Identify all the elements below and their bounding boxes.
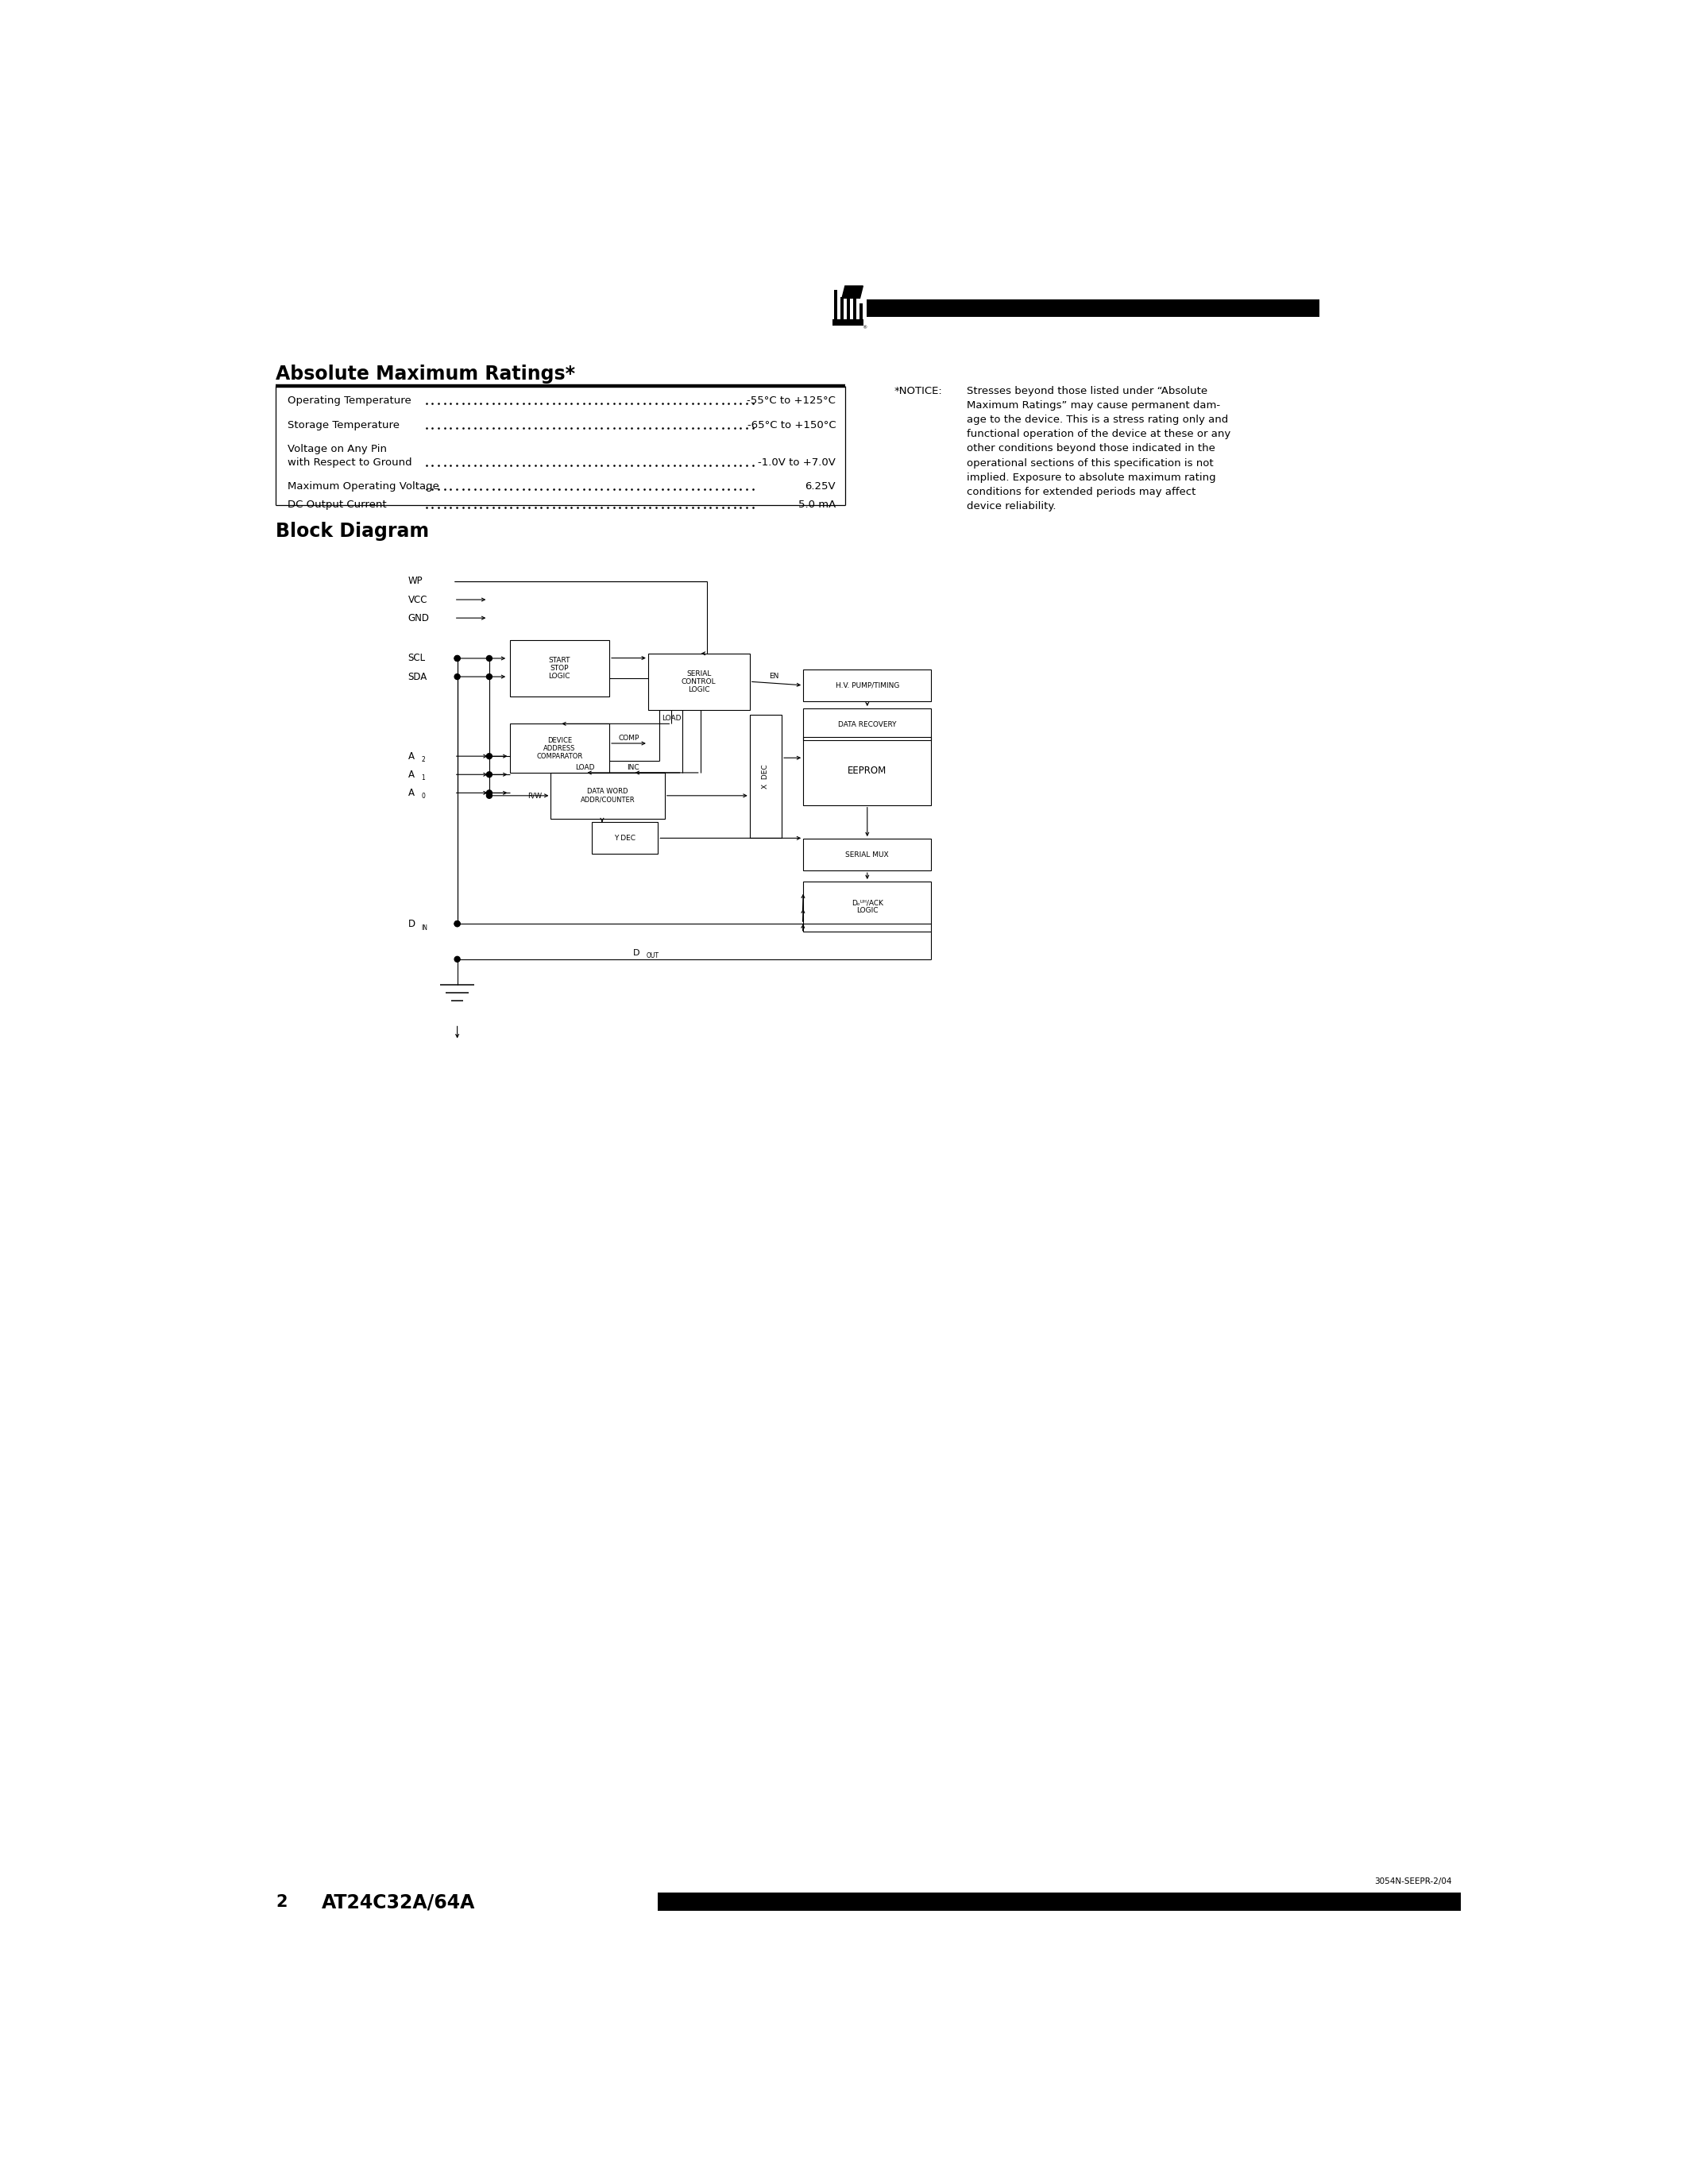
Text: H.V. PUMP/TIMING: H.V. PUMP/TIMING (836, 681, 900, 688)
Text: ADDRESS: ADDRESS (544, 745, 576, 751)
Text: A: A (408, 788, 414, 797)
Text: R/W: R/W (528, 793, 542, 799)
Text: LOAD: LOAD (576, 764, 594, 771)
Text: 5.0 mA: 5.0 mA (798, 500, 836, 509)
Text: -55°C to +125°C: -55°C to +125°C (748, 395, 836, 406)
Bar (591, 821, 658, 854)
Text: *NOTICE:: *NOTICE: (895, 387, 942, 395)
Bar (803, 668, 932, 701)
Text: 2: 2 (275, 1894, 287, 1911)
Text: 0: 0 (422, 793, 425, 799)
Circle shape (486, 771, 491, 778)
Bar (510, 640, 609, 697)
Circle shape (486, 791, 491, 795)
Text: 2: 2 (422, 756, 425, 764)
Text: VCC: VCC (408, 594, 427, 605)
Text: SCL: SCL (408, 653, 425, 664)
Text: -65°C to +150°C: -65°C to +150°C (748, 419, 836, 430)
Text: 1: 1 (422, 775, 425, 782)
Bar (834, 290, 837, 321)
Text: SERIAL: SERIAL (687, 670, 711, 677)
Text: GND: GND (408, 614, 429, 622)
Text: D: D (408, 919, 415, 928)
Bar (749, 714, 782, 839)
Circle shape (486, 793, 491, 799)
Bar (803, 736, 932, 806)
Bar (803, 708, 932, 740)
Text: LOGIC: LOGIC (549, 673, 571, 679)
Circle shape (454, 655, 461, 662)
Text: Voltage on Any Pin: Voltage on Any Pin (289, 443, 387, 454)
Bar (803, 882, 932, 933)
Bar (847, 290, 851, 321)
Text: DC Output Current: DC Output Current (289, 500, 387, 509)
Text: WP: WP (408, 577, 422, 587)
Text: AT24C32A/64A: AT24C32A/64A (322, 1894, 476, 1911)
Text: Stresses beyond those listed under “Absolute
Maximum Ratings” may cause permanen: Stresses beyond those listed under “Abso… (967, 387, 1231, 511)
Text: LOGIC: LOGIC (689, 686, 709, 692)
Bar (550, 773, 665, 819)
Text: EEPROM: EEPROM (847, 767, 886, 775)
Text: Absolute Maximum Ratings*: Absolute Maximum Ratings* (275, 365, 576, 384)
Text: DEVICE: DEVICE (547, 736, 572, 745)
Text: SDA: SDA (408, 670, 427, 681)
Text: DATA RECOVERY: DATA RECOVERY (837, 721, 896, 727)
Text: START: START (549, 657, 571, 664)
Text: COMP: COMP (618, 734, 640, 743)
Text: 6.25V: 6.25V (805, 480, 836, 491)
Bar (859, 304, 863, 321)
Text: COMPARATOR: COMPARATOR (537, 753, 582, 760)
Text: STOP: STOP (550, 664, 569, 673)
Text: CONTROL: CONTROL (682, 677, 716, 686)
Text: with Respect to Ground: with Respect to Ground (289, 459, 412, 467)
Circle shape (454, 922, 461, 926)
Text: D: D (633, 948, 640, 957)
Text: EN: EN (770, 673, 780, 679)
Text: SERIAL MUX: SERIAL MUX (846, 852, 890, 858)
Text: ®: ® (861, 325, 866, 330)
Bar (510, 723, 609, 773)
Bar (841, 297, 844, 321)
Text: Storage Temperature: Storage Temperature (289, 419, 400, 430)
Bar (832, 319, 863, 325)
Text: LOAD: LOAD (662, 714, 682, 723)
Text: LOGIC: LOGIC (856, 906, 878, 915)
Polygon shape (842, 286, 863, 299)
Bar (657, 1891, 1460, 1911)
Text: Dₒᵁᴴ/ACK: Dₒᵁᴴ/ACK (851, 900, 883, 906)
Text: A: A (408, 769, 414, 780)
Text: ADDR/COUNTER: ADDR/COUNTER (581, 795, 635, 804)
Text: X  DEC: X DEC (761, 764, 770, 788)
Bar (648, 653, 749, 710)
Bar (866, 299, 1318, 317)
Text: IN: IN (422, 924, 427, 933)
Text: -1.0V to +7.0V: -1.0V to +7.0V (758, 459, 836, 467)
Text: INC: INC (626, 764, 640, 771)
Circle shape (486, 655, 491, 662)
Circle shape (454, 922, 461, 926)
Text: Y DEC: Y DEC (614, 834, 635, 841)
Circle shape (454, 675, 461, 679)
Text: Block Diagram: Block Diagram (275, 522, 429, 542)
Text: Operating Temperature: Operating Temperature (289, 395, 412, 406)
Text: Maximum Operating Voltage: Maximum Operating Voltage (289, 480, 439, 491)
Circle shape (454, 957, 461, 961)
Bar (852, 299, 856, 321)
Text: OUT: OUT (647, 952, 658, 959)
Circle shape (486, 675, 491, 679)
Text: 3054N-SEEPR-2/04: 3054N-SEEPR-2/04 (1374, 1878, 1452, 1885)
Bar (803, 839, 932, 871)
Circle shape (454, 655, 461, 662)
Text: DATA WORD: DATA WORD (587, 788, 628, 795)
Text: A: A (408, 751, 414, 762)
Circle shape (486, 753, 491, 760)
